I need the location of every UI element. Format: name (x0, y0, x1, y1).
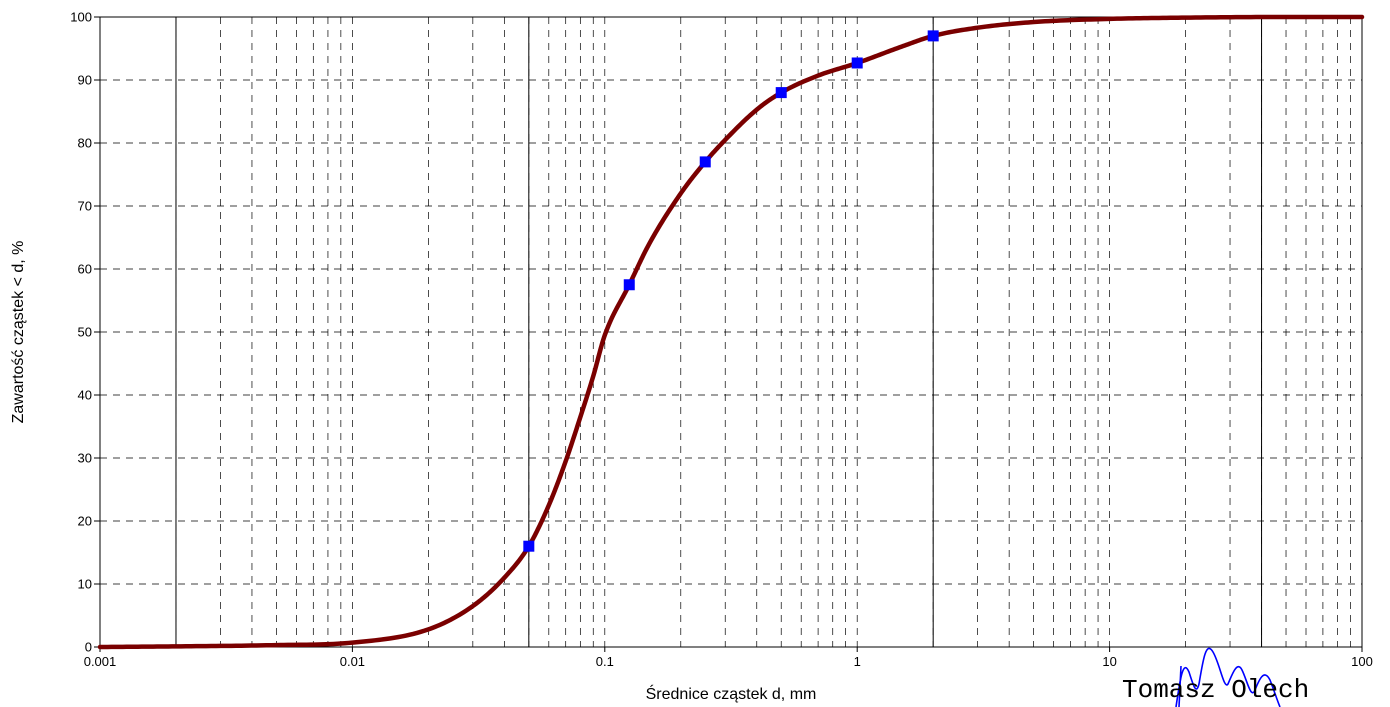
grain-size-curve (97, 14, 1365, 650)
major-gridlines (100, 79, 1362, 585)
x-axis-ticks: 0.001 0.01 0.1 1 10 100 (84, 647, 1373, 669)
x-tick-label: 0.1 (596, 654, 614, 669)
curve-layer (97, 14, 1365, 650)
y-tick-label: 70 (78, 199, 92, 214)
data-point-marker (851, 57, 863, 69)
x-tick-label: 100 (1351, 654, 1373, 669)
y-tick-label: 100 (70, 10, 92, 25)
data-point-marker (523, 540, 535, 552)
y-tick-label: 0 (85, 640, 92, 655)
x-tick-label: 10 (1102, 654, 1116, 669)
y-tick-label: 80 (78, 136, 92, 151)
data-point-marker (927, 30, 939, 42)
data-point-marker (623, 279, 635, 291)
y-tick-label: 60 (78, 262, 92, 277)
y-axis-ticks: 0 10 20 30 40 50 60 70 80 90 100 (70, 10, 100, 655)
y-tick-label: 30 (78, 451, 92, 466)
x-tick-label: 0.01 (340, 654, 365, 669)
y-tick-label: 90 (78, 73, 92, 88)
signature-stamp: Tomasz Olech (1122, 647, 1309, 707)
y-tick-label: 20 (78, 514, 92, 529)
signature-stroke-vertical (1178, 665, 1182, 707)
x-axis-title: Średnice cząstek d, mm (646, 684, 817, 703)
signature-scribble (1175, 647, 1281, 707)
y-tick-label: 10 (78, 577, 92, 592)
x-tick-label: 0.001 (84, 654, 117, 669)
signature-name: Tomasz Olech (1122, 675, 1309, 705)
y-tick-label: 50 (78, 325, 92, 340)
data-point-marker (775, 87, 787, 99)
data-point-marker (699, 156, 711, 168)
y-axis-title: Zawartość cząstek < d, % (10, 241, 27, 424)
y-tick-label: 40 (78, 388, 92, 403)
x-tick-label: 1 (854, 654, 861, 669)
marker-layer (523, 30, 939, 552)
